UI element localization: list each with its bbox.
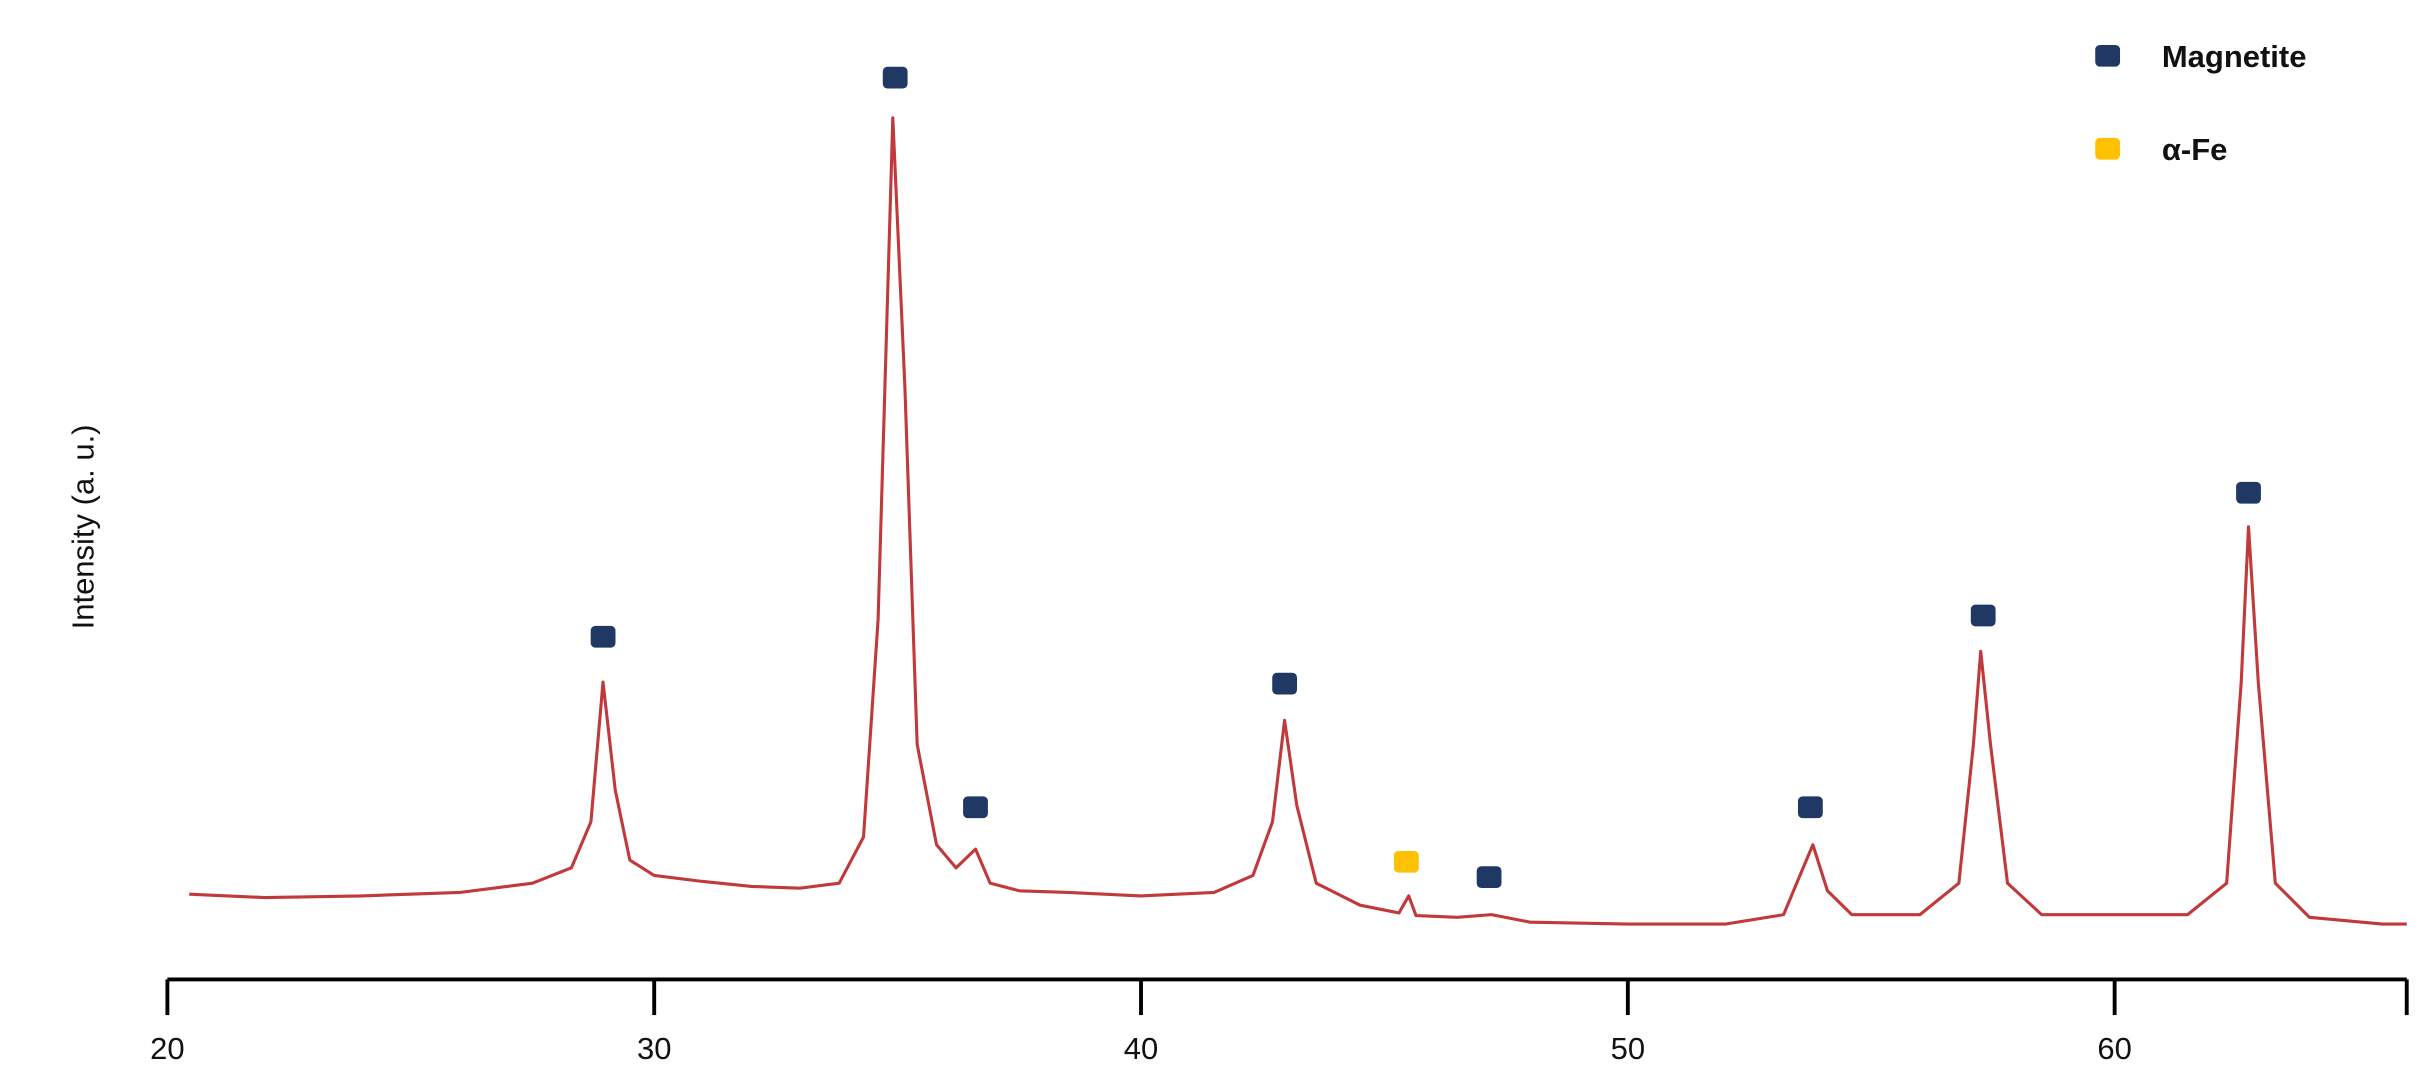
phase-marker (1970, 604, 1996, 627)
x-tick-label: 20 (150, 1031, 184, 1066)
x-tick-label: 50 (1611, 1031, 1645, 1066)
phase-marker (2236, 481, 2261, 504)
legend-label: Magnetite (2162, 39, 2307, 74)
phase-marker (590, 625, 616, 648)
pattern-line (189, 116, 2407, 926)
phase-marker (1797, 796, 1823, 819)
legend-label: α-Fe (2162, 132, 2228, 167)
legend-marker (2095, 44, 2121, 67)
legend-marker (2095, 137, 2121, 160)
x-tick-label: 30 (637, 1031, 671, 1066)
phase-marker (1272, 672, 1298, 695)
phase-marker (1476, 866, 1502, 888)
x-tick-label: 60 (2097, 1031, 2131, 1066)
y-axis-label: Intensity (a. u.) (65, 424, 100, 629)
x-tick-label: 40 (1124, 1031, 1158, 1066)
phase-marker (1393, 850, 1419, 873)
phase-marker (882, 66, 908, 89)
phase-marker (963, 796, 988, 819)
